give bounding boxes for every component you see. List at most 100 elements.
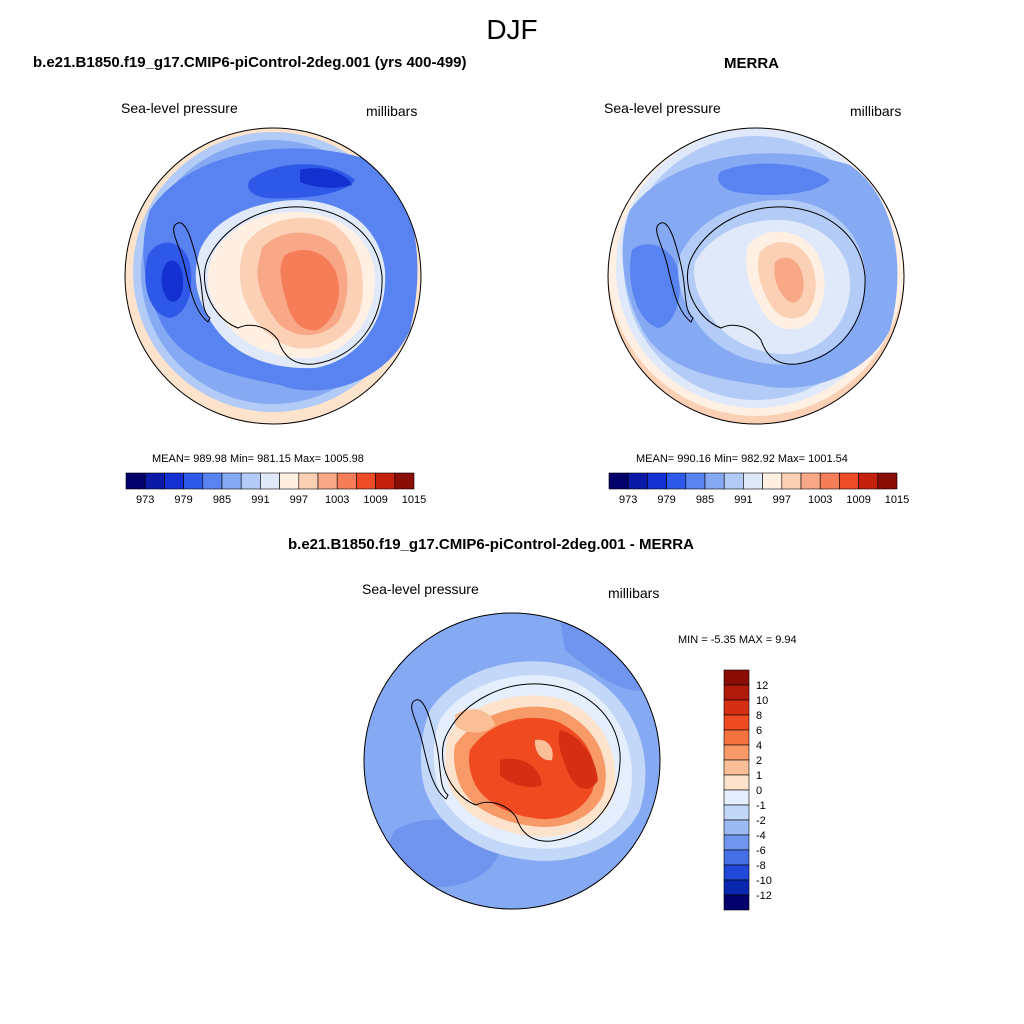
colorbar-swatch [723, 849, 750, 866]
colorbar-swatch [723, 834, 750, 851]
colorbar-swatch [260, 472, 280, 490]
colorbar-tick-label: 979 [657, 494, 675, 506]
colorbar-swatch [723, 819, 750, 836]
colorbar-tick-label: 1003 [808, 494, 832, 506]
panel1-variable: Sea-level pressure [121, 100, 238, 116]
figure-title: DJF [486, 14, 538, 45]
colorbar-swatch [356, 472, 376, 490]
panel3-variable: Sea-level pressure [362, 581, 479, 597]
colorbar-tick-label: 12 [756, 680, 768, 692]
colorbar-swatch [279, 472, 300, 490]
colorbar-swatch [723, 714, 750, 731]
colorbar-swatch [627, 472, 648, 490]
colorbar-tick-label: 4 [756, 740, 762, 752]
colorbar-tick-label: 997 [290, 494, 308, 506]
colorbar-tick-label: 1015 [885, 494, 909, 506]
colorbar-tick-label: 973 [619, 494, 637, 506]
panel2-map [608, 128, 904, 424]
colorbar-swatch [762, 472, 783, 490]
colorbar-swatch [125, 472, 146, 490]
panel3-border [363, 612, 661, 910]
panel3-title: b.e21.B1850.f19_g17.CMIP6-piControl-2deg… [288, 536, 694, 553]
colorbar-swatch [723, 894, 750, 911]
panel1-units: millibars [366, 103, 418, 119]
panel1-title: b.e21.B1850.f19_g17.CMIP6-piControl-2deg… [33, 54, 467, 71]
panel3-map [364, 613, 660, 909]
colorbar-tick-label: -10 [756, 875, 772, 887]
colorbar-tick-label: -2 [756, 815, 766, 827]
colorbar-swatch [743, 472, 763, 490]
colorbar-swatch [202, 472, 223, 490]
colorbar-tick-label: 0 [756, 785, 762, 797]
colorbar-swatch [666, 472, 687, 490]
colorbar-tick-label: 2 [756, 755, 762, 767]
colorbar-swatch [723, 472, 744, 490]
colorbar-swatch [723, 774, 750, 791]
colorbar-tick-label: 985 [696, 494, 714, 506]
colorbar-tick-label: 973 [136, 494, 154, 506]
panel1-map [125, 128, 421, 424]
colorbar-swatch [298, 472, 319, 490]
colorbar-swatch [685, 472, 706, 490]
colorbar-swatch [723, 699, 750, 716]
colorbar-tick-label: 991 [251, 494, 269, 506]
colorbar-tick-label: -4 [756, 830, 766, 842]
colorbar-swatch [723, 789, 750, 806]
colorbar-swatch [723, 684, 750, 701]
colorbar-tick-label: 997 [773, 494, 791, 506]
colorbar-swatch [608, 472, 629, 490]
colorbar-swatch [723, 879, 750, 896]
colorbar-swatch [647, 472, 667, 490]
colorbar-swatch [858, 472, 879, 490]
colorbar-swatch [221, 472, 242, 490]
colorbar-swatch [375, 472, 396, 490]
panel1-border [124, 127, 422, 425]
colorbar-tick-label: 10 [756, 695, 768, 707]
panel2-colorbar: 973 979 985 991 997 1003 1009 1015 [608, 472, 909, 506]
colorbar-swatch [183, 472, 204, 490]
panel2-units: millibars [850, 103, 902, 119]
colorbar-swatch [164, 472, 184, 490]
colorbar-tick-label: 1009 [846, 494, 870, 506]
colorbar-tick-label: -1 [756, 800, 766, 812]
colorbar-swatch [317, 472, 338, 490]
colorbar-swatch [723, 729, 750, 746]
colorbar-tick-label: 991 [734, 494, 752, 506]
colorbar-tick-label: 8 [756, 710, 762, 722]
colorbar-swatch [704, 472, 725, 490]
colorbar-tick-label: 1 [756, 770, 762, 782]
colorbar-swatch [819, 472, 840, 490]
colorbar-tick-label: 979 [174, 494, 192, 506]
colorbar-tick-label: -6 [756, 845, 766, 857]
colorbar-swatch [394, 472, 415, 490]
panel2-variable: Sea-level pressure [604, 100, 721, 116]
colorbar-swatch [723, 864, 750, 881]
colorbar-tick-label: 6 [756, 725, 762, 737]
colorbar-swatch [336, 472, 357, 490]
colorbar-swatch [800, 472, 821, 490]
colorbar-swatch [877, 472, 898, 490]
colorbar-swatch [723, 759, 750, 776]
panel2-stats: MEAN= 990.16 Min= 982.92 Max= 1001.54 [636, 453, 848, 465]
colorbar-swatch [839, 472, 859, 490]
colorbar-swatch [144, 472, 165, 490]
colorbar-tick-label: 1003 [325, 494, 349, 506]
colorbar-tick-label: 1009 [363, 494, 387, 506]
panel2-border [607, 127, 905, 425]
colorbar-swatch [240, 472, 261, 490]
panel1-colorbar: 973 979 985 991 997 1003 1009 1015 [125, 472, 426, 506]
panel1-stats: MEAN= 989.98 Min= 981.15 Max= 1005.98 [152, 453, 364, 465]
colorbar-swatch [723, 804, 750, 821]
panel3-units: millibars [608, 585, 660, 601]
colorbar-tick-label: 985 [213, 494, 231, 506]
colorbar-tick-label: -8 [756, 860, 766, 872]
colorbar-swatch [723, 669, 750, 686]
colorbar-swatch [723, 744, 750, 761]
panel3-stats: MIN = -5.35 MAX = 9.94 [678, 634, 797, 646]
colorbar-tick-label: -12 [756, 890, 772, 902]
colorbar-swatch [781, 472, 802, 490]
panel2-title: MERRA [724, 55, 779, 72]
colorbar-tick-label: 1015 [402, 494, 426, 506]
